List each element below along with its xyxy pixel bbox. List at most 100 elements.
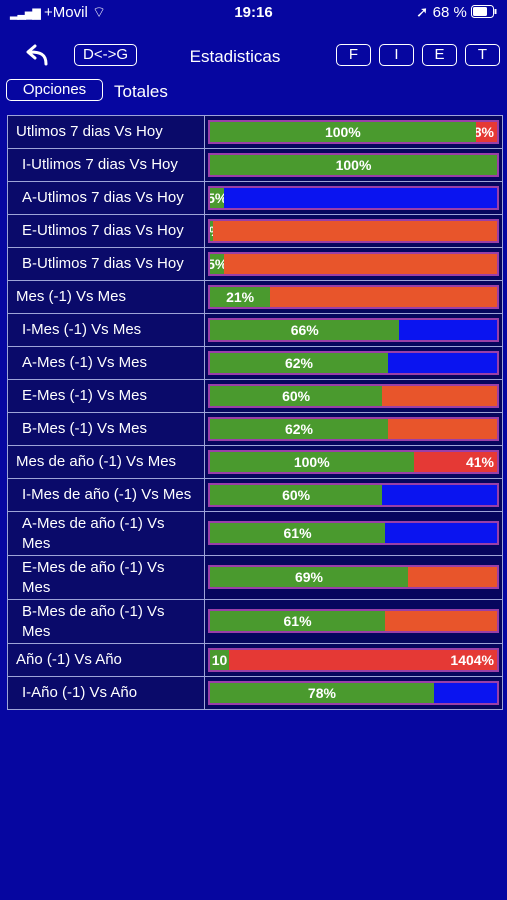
- value-bar: 60%: [210, 485, 383, 505]
- table-row: B-Mes de año (-1) Vs Mes 61%: [8, 600, 502, 644]
- tab-button[interactable]: E: [422, 44, 457, 66]
- bar-cell: 61%: [205, 512, 502, 555]
- progress-bar: 5%: [208, 186, 499, 210]
- progress-bar: 100% 41%: [208, 450, 499, 474]
- nav-title: Estadisticas: [189, 47, 281, 66]
- table-row: I-Mes de año (-1) Vs Mes 60%: [8, 479, 502, 512]
- toolbar-label: Totales: [114, 82, 168, 101]
- value-bar: 5%: [210, 188, 225, 208]
- excess-bar: 8%: [475, 124, 494, 140]
- value-bar: 61%: [210, 611, 386, 631]
- row-label: E-Utlimos 7 dias Vs Hoy: [8, 215, 205, 247]
- clock: 19:16: [234, 4, 273, 21]
- bar-cell: 62%: [205, 413, 502, 445]
- value-bar: 61%: [210, 523, 386, 543]
- value-bar: 62%: [210, 353, 388, 373]
- row-label: A-Utlimos 7 dias Vs Hoy: [8, 182, 205, 214]
- stats-table: Utlimos 7 dias Vs Hoy 100% 8% I-Utlimos 7 d…: [7, 115, 503, 710]
- value-bar: 21%: [210, 287, 271, 307]
- table-row: E-Mes (-1) Vs Mes 60%: [8, 380, 502, 413]
- bar-cell: 69%: [205, 556, 502, 599]
- status-bar: ▂▃▅▇ +Movil ⌔: [10, 0, 106, 26]
- row-label: I-Mes (-1) Vs Mes: [8, 314, 205, 346]
- value-bar: 100%: [210, 155, 497, 175]
- value-bar: 78%: [210, 683, 434, 703]
- row-label: Mes (-1) Vs Mes: [8, 281, 205, 313]
- progress-bar: 69%: [208, 565, 499, 589]
- table-row: A-Mes de año (-1) Vs Mes 61%: [8, 512, 502, 556]
- table-row: B-Mes (-1) Vs Mes 62%: [8, 413, 502, 446]
- table-row: Utlimos 7 dias Vs Hoy 100% 8%: [8, 116, 502, 149]
- table-row: Año (-1) Vs Año 10 1404%: [8, 644, 502, 677]
- progress-bar: 5%: [208, 252, 499, 276]
- tab-button[interactable]: F: [336, 44, 371, 66]
- row-label: B-Mes de año (-1) Vs Mes: [8, 600, 205, 643]
- excess-bar: 1404%: [450, 652, 494, 668]
- value-bar: 69%: [210, 567, 409, 587]
- tab-button[interactable]: T: [465, 44, 500, 66]
- location-icon: ➚: [415, 4, 429, 21]
- table-row: A-Utlimos 7 dias Vs Hoy5%: [8, 182, 502, 215]
- bar-cell: 60%: [205, 479, 502, 511]
- status-right: ➚ 68 %: [416, 0, 497, 26]
- bar-cell: 62%: [205, 347, 502, 379]
- value-bar: 1%: [210, 221, 213, 241]
- row-label: E-Mes (-1) Vs Mes: [8, 380, 205, 412]
- battery: 68 %: [432, 4, 467, 21]
- signal-icon: ▂▃▅▇: [10, 8, 41, 20]
- progress-bar: 10 1404%: [208, 648, 499, 672]
- table-row: Mes (-1) Vs Mes 21%: [8, 281, 502, 314]
- row-label: I-Utlimos 7 dias Vs Hoy: [8, 149, 205, 181]
- wifi-icon: ⌔: [91, 4, 107, 21]
- progress-bar: 60%: [208, 384, 499, 408]
- progress-bar: 62%: [208, 351, 499, 375]
- progress-bar: 60%: [208, 483, 499, 507]
- progress-bar: 1%: [208, 219, 499, 243]
- value-bar: 66%: [210, 320, 400, 340]
- back-button[interactable]: [24, 44, 50, 68]
- table-row: E-Mes de año (-1) Vs Mes 69%: [8, 556, 502, 600]
- row-label: E-Mes de año (-1) Vs Mes: [8, 556, 205, 599]
- value-bar: 5%: [210, 254, 225, 274]
- battery-icon: [471, 5, 497, 18]
- bar-cell: 100%: [205, 149, 502, 181]
- row-label: B-Mes (-1) Vs Mes: [8, 413, 205, 445]
- bar-cell: 5%: [205, 182, 502, 214]
- row-label: Mes de año (-1) Vs Mes: [8, 446, 205, 478]
- bar-cell: 100% 41%: [205, 446, 502, 478]
- progress-bar: 100% 8%: [208, 120, 499, 144]
- bar-cell: 60%: [205, 380, 502, 412]
- progress-bar: 62%: [208, 417, 499, 441]
- row-label: I-Mes de año (-1) Vs Mes: [8, 479, 205, 511]
- progress-bar: 61%: [208, 521, 499, 545]
- bar-cell: 61%: [205, 600, 502, 643]
- row-label: B-Utlimos 7 dias Vs Hoy: [8, 248, 205, 280]
- value-bar: 100%: [210, 122, 476, 142]
- progress-bar: 21%: [208, 285, 499, 309]
- table-row: I-Utlimos 7 dias Vs Hoy 100%: [8, 149, 502, 182]
- row-label: I-Año (-1) Vs Año: [8, 677, 205, 709]
- bar-cell: 21%: [205, 281, 502, 313]
- table-row: A-Mes (-1) Vs Mes 62%: [8, 347, 502, 380]
- bar-cell: 100% 8%: [205, 116, 502, 148]
- table-row: I-Año (-1) Vs Año 78%: [8, 677, 502, 709]
- excess-bar: 41%: [465, 454, 494, 470]
- row-label: Utlimos 7 dias Vs Hoy: [8, 116, 205, 148]
- table-row: Mes de año (-1) Vs Mes 100% 41%: [8, 446, 502, 479]
- progress-bar: 78%: [208, 681, 499, 705]
- toggle-button[interactable]: D<->G: [74, 44, 137, 66]
- row-label: A-Mes (-1) Vs Mes: [8, 347, 205, 379]
- value-bar: 60%: [210, 386, 383, 406]
- bar-cell: 5%: [205, 248, 502, 280]
- value-bar: 10: [210, 650, 230, 670]
- bar-cell: 78%: [205, 677, 502, 709]
- tab-button[interactable]: I: [379, 44, 414, 66]
- value-bar: 100%: [210, 452, 414, 472]
- options-button[interactable]: Opciones: [6, 79, 103, 101]
- row-label: Año (-1) Vs Año: [8, 644, 205, 676]
- bar-cell: 10 1404%: [205, 644, 502, 676]
- carrier: +Movil: [44, 4, 88, 21]
- progress-bar: 61%: [208, 609, 499, 633]
